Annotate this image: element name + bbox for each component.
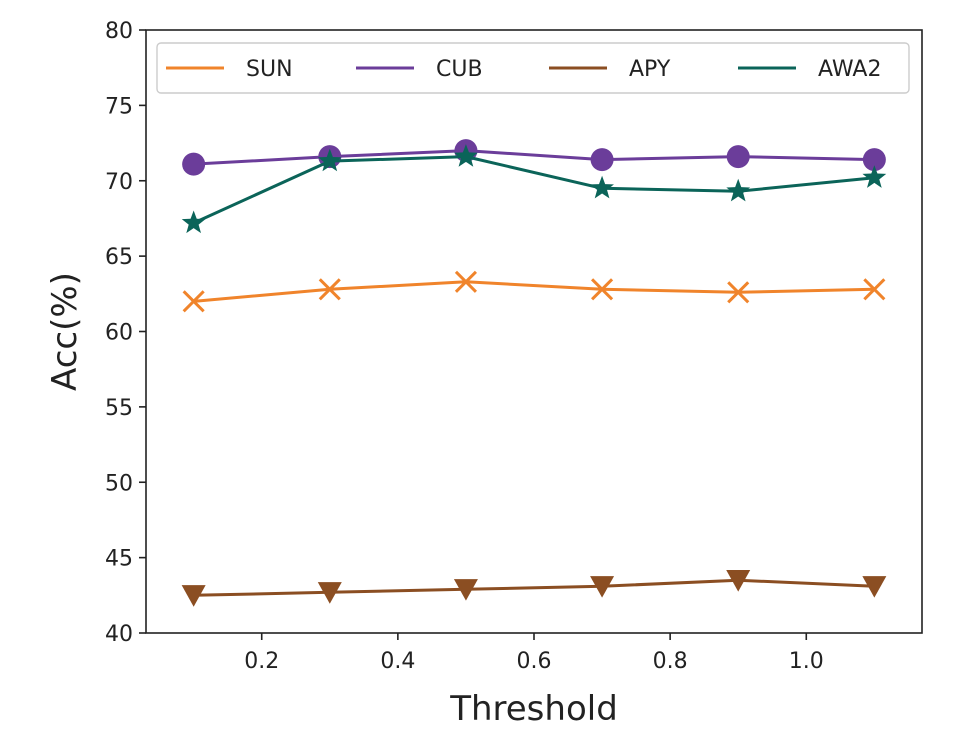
data-point-apy <box>453 579 478 601</box>
y-tick-label: 40 <box>105 622 133 647</box>
series-line-sun <box>193 280 875 303</box>
data-point-cub <box>590 148 614 172</box>
data-point-sun-stroke <box>182 290 205 313</box>
data-point-apy <box>862 576 887 598</box>
x-tick-label: 0.2 <box>244 649 279 674</box>
y-tick-label: 60 <box>105 321 133 346</box>
data-point-cub <box>182 152 206 176</box>
data-point-cub <box>726 145 750 169</box>
y-axis: 40 45 50 55 60 65 70 75 80 <box>105 19 146 647</box>
data-point-sun <box>727 281 750 304</box>
x-axis: 0.2 0.4 0.6 0.8 1.0 <box>244 633 824 674</box>
y-tick-label: 80 <box>105 19 133 44</box>
series-line-apy <box>193 578 875 597</box>
data-point-apy <box>726 570 751 592</box>
y-tick-label: 70 <box>105 170 133 195</box>
series-apy <box>181 570 887 607</box>
data-point-apy <box>181 585 206 607</box>
legend-label-cub: CUB <box>436 57 483 82</box>
y-axis-label: Acc(%) <box>45 272 85 391</box>
data-point-sun-stroke <box>454 270 477 293</box>
legend-label-sun: SUN <box>246 57 293 82</box>
data-point-awa2 <box>181 210 206 234</box>
data-point-awa2 <box>317 148 342 172</box>
y-tick-label: 45 <box>105 547 133 572</box>
x-tick-label: 0.4 <box>380 649 415 674</box>
data-point-apy <box>317 582 342 604</box>
data-point-sun-stroke <box>863 278 886 301</box>
data-point-awa2 <box>862 165 887 188</box>
series-line-awa2 <box>193 155 875 225</box>
series-awa2 <box>181 144 887 234</box>
data-point-awa2 <box>590 175 614 199</box>
y-tick-label: 55 <box>105 396 133 421</box>
series-line-cub <box>193 149 875 166</box>
data-point-sun <box>454 270 477 293</box>
y-tick-label: 50 <box>105 471 133 496</box>
data-point-sun-stroke <box>727 281 750 304</box>
data-point-sun <box>863 278 886 301</box>
y-tick-label: 65 <box>105 245 133 270</box>
data-point-apy <box>590 576 615 598</box>
series-sun <box>182 270 886 313</box>
data-point-cub <box>862 148 886 172</box>
legend-label-awa2: AWA2 <box>818 57 881 82</box>
legend-label-apy: APY <box>629 57 671 82</box>
data-point-sun <box>591 278 614 301</box>
data-point-sun <box>318 278 341 301</box>
data-point-sun-stroke <box>318 278 341 301</box>
x-tick-label: 0.6 <box>517 649 552 674</box>
series-layer <box>181 139 887 607</box>
legend: SUN CUB APY AWA2 <box>156 42 910 94</box>
legend-box <box>156 42 910 94</box>
y-tick-label: 75 <box>105 94 133 119</box>
data-point-sun <box>182 290 205 313</box>
x-axis-label: Threshold <box>449 689 618 729</box>
data-point-awa2 <box>726 178 751 202</box>
data-point-awa2 <box>454 144 478 167</box>
data-point-sun-stroke <box>591 278 614 301</box>
x-tick-label: 0.8 <box>653 649 688 674</box>
x-tick-label: 1.0 <box>789 649 824 674</box>
